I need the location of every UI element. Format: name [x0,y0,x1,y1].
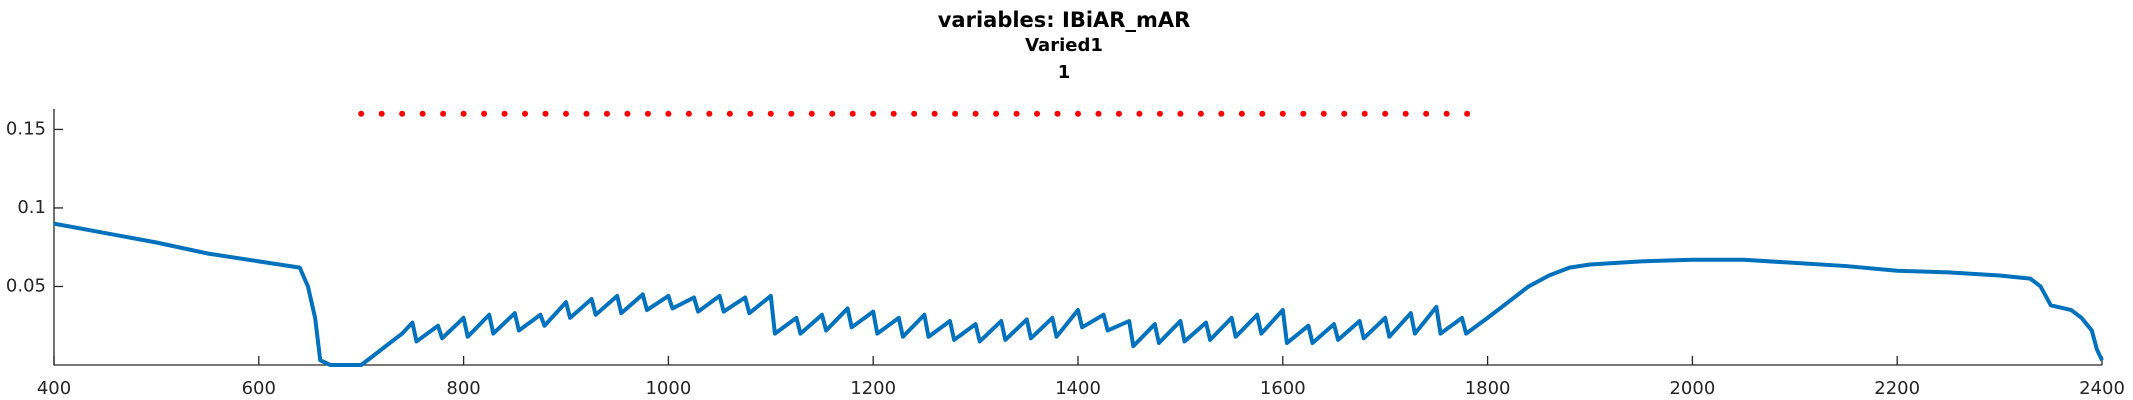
y-tick-label: 0.1 [17,197,46,218]
marker-dot [808,110,815,117]
x-tick-label: 800 [446,378,480,399]
x-tick-label: 1200 [850,378,896,399]
x-tick-label: 1400 [1055,378,1101,399]
marker-dot [1218,110,1225,117]
marker-dot [1320,110,1327,117]
marker-dot [911,110,918,117]
marker-dot [1279,110,1286,117]
marker-dot [583,110,590,117]
marker-dot [1054,110,1061,117]
marker-dot [419,110,426,117]
marker-dot [1034,110,1041,117]
chart-subtitle: Varied1 [1025,35,1103,56]
data-line [53,221,2104,367]
marker-dot [870,110,877,117]
marker-dot [1382,110,1389,117]
marker-dot [1443,110,1450,117]
marker-dot [1341,110,1348,117]
x-tick-label: 1000 [645,378,691,399]
x-tick-label: 2000 [1669,378,1715,399]
marker-dot [788,110,795,117]
marker-dot [1402,110,1409,117]
marker-dot [542,110,549,117]
x-tick-label: 2400 [2079,378,2125,399]
marker-dot [1361,110,1368,117]
marker-dot [1136,110,1143,117]
marker-dot [726,110,733,117]
marker-dot [767,110,774,117]
marker-dot [1156,110,1163,117]
marker-dot [665,110,672,117]
marker-dot [706,110,713,117]
marker-dot [481,110,488,117]
marker-dot [1464,110,1471,117]
marker-dot [1423,110,1430,117]
marker-dot [603,110,610,117]
chart-title: variables: IBiAR_mAR [938,8,1191,32]
chart-subtitle: 1 [1058,62,1071,83]
marker-dot [1095,110,1102,117]
marker-dot [972,110,979,117]
x-tick-label: 400 [37,378,71,399]
marker-dot [460,110,467,117]
marker-dot [685,110,692,117]
x-tick-label: 2200 [1874,378,1920,399]
y-tick-label: 0.05 [6,275,46,296]
marker-dot [1259,110,1266,117]
marker-dot [624,110,631,117]
marker-dot [1238,110,1245,117]
x-tick-label: 1800 [1465,378,1511,399]
marker-dot [563,110,569,117]
marker-dot [358,110,365,117]
marker-dot [849,110,856,117]
marker-dot [890,110,897,117]
x-tick-label: 1600 [1260,378,1306,399]
marker-dot [522,110,529,117]
marker-dot [1115,110,1122,117]
marker-dot [440,110,447,117]
marker-dot [644,110,651,117]
marker-dot [829,110,836,117]
marker-dot [931,110,938,117]
marker-dot [1300,110,1307,117]
marker-dot [952,110,959,117]
marker-dot [1197,110,1204,117]
marker-dot [747,110,754,117]
marker-dot [501,110,508,117]
marker-dot [1075,110,1081,117]
marker-dot [993,110,1000,117]
x-tick-label: 600 [242,378,276,399]
marker-dot [1177,110,1184,117]
y-tick-label: 0.15 [6,118,46,139]
marker-dot [378,110,385,117]
marker-dot [399,110,406,117]
marker-dot [1013,110,1020,117]
